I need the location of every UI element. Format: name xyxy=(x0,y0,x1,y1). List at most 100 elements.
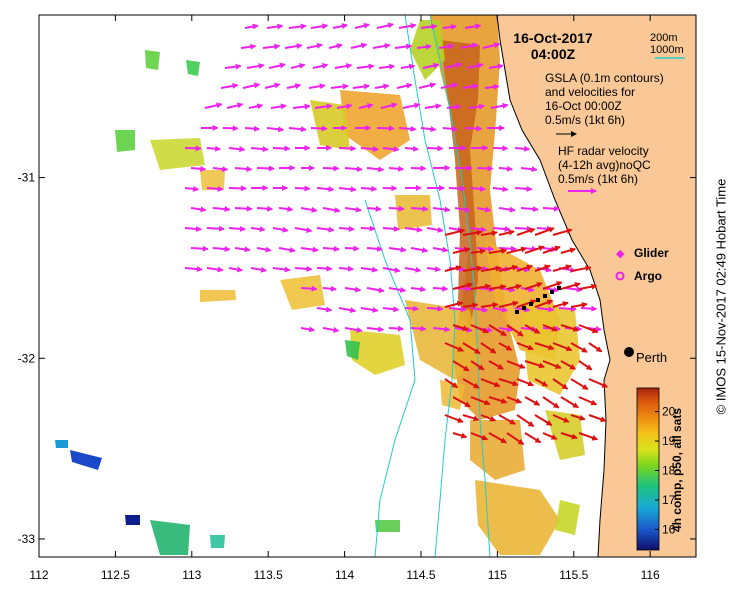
gsla-arrow xyxy=(470,432,489,441)
hf-radar-arrow xyxy=(328,43,343,49)
hf-radar-arrow xyxy=(316,226,335,233)
hf-radar-arrow xyxy=(520,206,539,213)
hf-radar-arrow xyxy=(404,226,423,233)
hf-radar-arrow xyxy=(288,126,307,133)
hf-radar-arrow xyxy=(498,206,516,213)
hf-radar-arrow xyxy=(338,265,354,272)
gsla-arrow xyxy=(480,230,498,237)
gsla-arrow xyxy=(488,248,508,254)
argo-legend-marker xyxy=(615,271,625,281)
gsla-arrow xyxy=(452,360,470,372)
gsla-arrow xyxy=(462,378,480,389)
hf-radar-arrow xyxy=(492,306,508,313)
hf-radar-arrow xyxy=(470,226,487,233)
gsla-arrow xyxy=(452,432,468,439)
hf-radar-arrow xyxy=(184,185,200,192)
gsla-arrow xyxy=(488,284,507,291)
hf-radar-arrow xyxy=(376,22,395,29)
hf-radar-arrow xyxy=(426,226,444,233)
gsla-arrow xyxy=(578,432,599,441)
hf-radar-arrow xyxy=(400,63,416,70)
hf-radar-arrow xyxy=(426,266,442,273)
gsla-arrow xyxy=(542,360,562,369)
hf-radar-arrow xyxy=(250,146,269,153)
gsla-arrow xyxy=(506,360,526,369)
gsla-arrow xyxy=(462,342,481,355)
hf-radar-arrow xyxy=(350,42,368,49)
colorbar-tick-label: 16 xyxy=(662,522,676,536)
gsla-arrow xyxy=(488,360,504,370)
hf-radar-arrow xyxy=(426,145,444,152)
hf-radar-arrow xyxy=(306,42,323,49)
hf-radar-arrow xyxy=(448,306,467,313)
hf-radar-arrow xyxy=(416,43,432,50)
gsla-arrow xyxy=(470,324,490,334)
hf-radar-arrow xyxy=(206,185,224,192)
hf-radar-arrow xyxy=(360,306,379,313)
gsla-note-line3: 16-Oct 00:00Z xyxy=(545,99,622,113)
gsla-arrow xyxy=(498,378,519,387)
credit-text: © IMOS 15-Nov-2017 02:49 Hobart Time xyxy=(713,178,729,414)
hf-radar-arrow xyxy=(266,126,285,133)
hf-radar-arrow xyxy=(366,245,384,252)
gsla-arrow xyxy=(488,396,508,404)
hf-radar-arrow xyxy=(404,145,419,152)
gsla-arrow xyxy=(524,360,546,369)
hf-radar-arrow xyxy=(322,285,337,292)
hf-radar-arrow xyxy=(290,62,306,69)
hf-radar-arrow xyxy=(352,83,370,90)
gsla-arrow xyxy=(470,283,492,290)
hf-radar-arrow xyxy=(446,104,462,110)
hf-note-line2: (4-12h avg)noQC xyxy=(558,158,651,172)
gsla-arrow xyxy=(560,396,579,409)
hf-radar-arrow xyxy=(206,225,225,232)
hf-radar-arrow xyxy=(558,305,577,312)
gsla-arrow xyxy=(542,324,558,332)
hf-radar-arrow xyxy=(442,24,457,30)
hf-radar-arrow xyxy=(418,82,437,89)
hf-radar-arrow xyxy=(228,225,246,232)
gsla-arrow xyxy=(516,342,534,351)
gsla-arrow xyxy=(560,324,580,332)
hf-radar-arrow xyxy=(344,245,360,252)
y-tick-label: -33 xyxy=(18,532,36,546)
hf-radar-arrow xyxy=(234,165,253,172)
gsla-note-line2: and velocities for xyxy=(545,85,635,99)
hf-radar-arrow xyxy=(212,206,231,213)
gsla-arrow xyxy=(444,414,464,423)
gsla-arrow xyxy=(452,247,471,254)
gsla-note-line1: GSLA (0.1m contours) xyxy=(545,71,664,85)
hf-radar-arrow xyxy=(310,23,329,30)
gsla-arrow xyxy=(552,414,570,423)
contour-legend-200m: 200m xyxy=(650,32,678,44)
gsla-arrow xyxy=(560,282,581,290)
hf-radar-arrow xyxy=(470,185,486,192)
gsla-arrow xyxy=(452,324,469,332)
hf-radar-arrow xyxy=(184,225,202,232)
gsla-arrow xyxy=(542,281,563,290)
gsla-arrow xyxy=(498,264,519,272)
gsla-arrow xyxy=(542,245,561,254)
hf-radar-arrow xyxy=(322,245,340,252)
hf-radar-arrow xyxy=(432,326,451,333)
hf-radar-arrow xyxy=(360,145,379,152)
x-tick-label: 112.5 xyxy=(101,568,130,582)
gsla-arrow xyxy=(552,228,573,236)
hf-radar-arrow xyxy=(224,63,242,70)
x-tick-label: 113 xyxy=(182,568,201,582)
contour-legend-1000m: 1000m xyxy=(650,44,684,56)
gsla-arrow xyxy=(462,229,483,236)
gsla-arrow xyxy=(578,324,599,334)
hf-radar-arrow xyxy=(292,103,311,110)
hf-radar-arrow xyxy=(286,83,302,90)
gsla-arrow xyxy=(506,246,528,254)
hf-radar-arrow xyxy=(242,82,261,89)
hf-radar-arrow xyxy=(308,83,326,90)
hf-radar-arrow xyxy=(464,125,483,132)
perth-label: Perth xyxy=(636,350,667,365)
hf-radar-arrow xyxy=(278,206,294,212)
hf-radar-arrow xyxy=(336,103,353,110)
hf-radar-arrow xyxy=(470,306,489,313)
hf-radar-arrow xyxy=(272,145,291,152)
hf-radar-arrow xyxy=(424,103,442,110)
